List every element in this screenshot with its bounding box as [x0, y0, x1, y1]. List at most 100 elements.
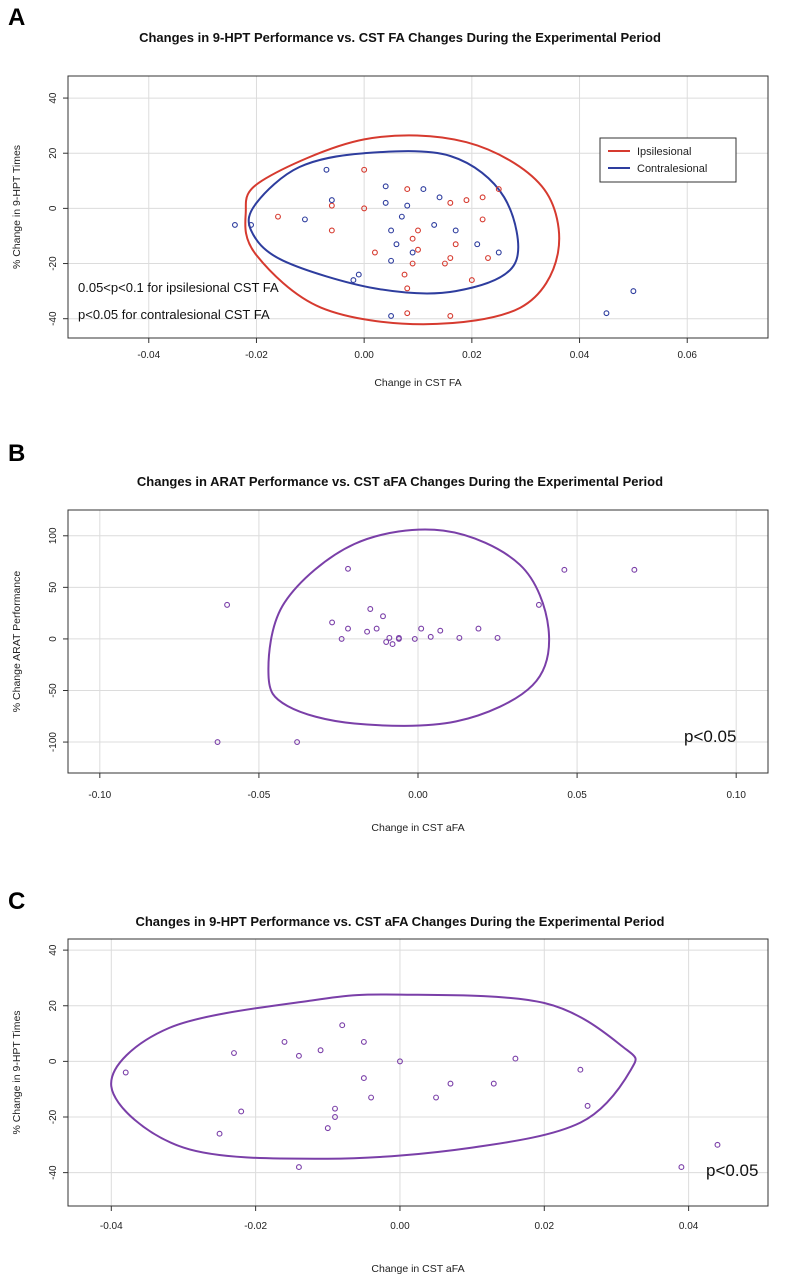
chart-b-series-0-point-24: [561, 566, 568, 573]
chart-b-xtick-label-0: -0.10: [88, 790, 111, 801]
chart-a-series-0-point-18: [463, 197, 470, 204]
chart-a-title: Changes in 9-HPT Performance vs. CST FA …: [139, 30, 661, 45]
chart-c-series-0-point-0: [122, 1069, 129, 1076]
chart-c-series-0-point-8: [324, 1125, 331, 1132]
chart-a-series-0-point-7: [404, 310, 411, 317]
chart-a-series-0-point-20: [479, 216, 486, 223]
chart-a-xlabel: Change in CST FA: [374, 377, 461, 389]
chart-c-series-0-point-20: [577, 1066, 584, 1073]
chart-c-xtick-label-2: 0.00: [390, 1221, 410, 1232]
chart-a-ellipse-1: [247, 150, 520, 295]
chart-c-xlabel: Change in CST aFA: [371, 1263, 464, 1275]
chart-b-xlabel: Change in CST aFA: [371, 822, 464, 834]
chart-b-ytick-label-0: -100: [48, 732, 59, 752]
chart-a-series-0-point-0: [275, 213, 281, 220]
chart-c-series-0-point-3: [238, 1108, 245, 1115]
chart-a-xtick-label-5: 0.06: [677, 350, 697, 361]
chart-a-series-1-point-22: [630, 288, 637, 295]
chart-b-xtick-label-3: 0.05: [567, 790, 587, 801]
chart-a-series-1-point-17: [436, 194, 443, 201]
chart-a-series-0-point-23: [495, 186, 502, 193]
chart-c-ellipse-0: [110, 993, 637, 1160]
chart-a-series-1-point-8: [382, 199, 389, 206]
chart-a-series-1-point-13: [398, 213, 405, 220]
chart-a-series-0-point-12: [415, 246, 421, 253]
chart-c-series-0-point-9: [332, 1105, 338, 1112]
chart-a-series-0-point-1: [328, 202, 335, 209]
chart-a-series-1-point-18: [452, 227, 459, 234]
chart-a-frame: [67, 75, 769, 339]
chart-b-xtick-label-1: -0.05: [248, 790, 271, 801]
chart-b-series-0-point-23: [535, 601, 542, 608]
chart-a-series-0-point-3: [361, 166, 368, 173]
chart-a-series-1-point-20: [495, 249, 502, 256]
chart-b-ytick-label-2: 0: [48, 636, 59, 642]
chart-a-legend-box: [599, 137, 737, 183]
chart-a-series-0-point-24: [401, 271, 408, 278]
chart-b-series-0-point-17: [418, 625, 425, 632]
chart-c: -0.04 -0.02 0.00 0.02 0.04 -40 -20 0 20 40 Change …: [11, 938, 769, 1275]
chart-b-series-0-point-2: [294, 739, 301, 746]
chart-b-annotation-0: p<0.05: [684, 727, 736, 746]
chart-a-series-0-point-15: [447, 199, 454, 206]
chart-b-series-0-point-8: [367, 606, 374, 612]
chart-b-title: Changes in ARAT Performance vs. CST aFA …: [136, 474, 664, 489]
chart-c-ytick-label-4: 40: [48, 944, 59, 956]
chart-c-xtick-label-0: -0.04: [100, 1221, 123, 1232]
chart-a-series-0-point-6: [404, 285, 411, 292]
chart-a-series-0-point-17: [452, 241, 459, 248]
chart-c-xtick-label-1: -0.02: [244, 1221, 267, 1232]
chart-b-series-0-point-5: [345, 565, 351, 572]
chart-a-series-1-point-2: [301, 216, 308, 223]
chart-b-series-0-point-0: [214, 739, 221, 746]
chart-a-series-1-point-11: [388, 312, 395, 319]
chart-b-series-0-point-10: [380, 613, 386, 620]
chart-a-xtick-label-1: -0.02: [245, 350, 268, 361]
chart-a-ytick-label-0: -40: [48, 311, 59, 326]
chart-c-ytick-label-2: 0: [48, 1058, 59, 1064]
chart-a-series-0-point-5: [371, 249, 378, 256]
panel-letter-b: B: [8, 440, 26, 467]
chart-c-annotation-0: p<0.05: [706, 1161, 758, 1180]
chart-c-xtick-label-4: 0.04: [679, 1221, 699, 1232]
chart-a-series-1-point-5: [350, 277, 357, 284]
chart-c-frame: [67, 938, 769, 1207]
chart-c-ytick-label-3: 20: [48, 1000, 59, 1012]
chart-c-series-0-point-7: [317, 1047, 324, 1054]
chart-a-series-1-point-14: [404, 202, 411, 209]
chart-a-series-1-point-7: [382, 183, 389, 190]
chart-c-series-0-point-10: [332, 1114, 338, 1120]
chart-b-xtick-label-4: 0.10: [726, 790, 746, 801]
chart-a-series-0-point-19: [468, 277, 475, 284]
panel-a: A Changes in 9-HPT Performance vs. CST F…: [0, 0, 800, 400]
chart-a-series-1-point-6: [355, 271, 362, 278]
chart-c-series-0-point-4: [281, 1038, 288, 1045]
chart-a-series-0-point-2: [328, 227, 335, 234]
chart-a-legend-label-0: Ipsilesional: [637, 146, 691, 158]
chart-c-series-0-point-16: [433, 1094, 439, 1101]
chart-a: -0.04 -0.02 0.00 0.02 0.04 0.06 -40 -20 0 20 40 Cha…: [11, 75, 769, 389]
chart-a-series-1-point-15: [409, 249, 416, 256]
chart-a-xtick-label-2: 0.00: [354, 350, 374, 361]
chart-b-series-0-point-22: [494, 634, 501, 641]
chart-a-annotation-1: p<0.05 for contralesional CST FA: [78, 307, 270, 322]
chart-a-ytick-label-3: 20: [48, 147, 59, 159]
chart-c-xtick-label-3: 0.02: [535, 1221, 555, 1232]
chart-a-xtick-label-3: 0.02: [462, 350, 482, 361]
chart-b-series-0-point-4: [338, 635, 345, 642]
chart-b-series-0-point-20: [456, 634, 463, 641]
chart-a-series-0-point-21: [479, 194, 486, 201]
chart-a-ellipse-0: [244, 134, 561, 326]
chart-a-series-1-point-12: [393, 241, 400, 248]
chart-c-series-0-point-14: [368, 1094, 375, 1101]
chart-a-ytick-label-4: 40: [48, 92, 59, 104]
chart-c-series-0-point-19: [512, 1055, 519, 1062]
chart-b-series-0-point-16: [411, 635, 418, 642]
chart-c-series-0-point-22: [678, 1164, 685, 1171]
chart-c-series-0-point-13: [360, 1075, 367, 1082]
chart-c-series-0-point-21: [584, 1102, 591, 1109]
chart-c-series-0-point-17: [447, 1080, 454, 1087]
chart-b-ellipse-0: [267, 528, 551, 727]
chart-b-series-0-point-7: [364, 628, 371, 635]
chart-c-series-0-point-1: [216, 1130, 223, 1137]
